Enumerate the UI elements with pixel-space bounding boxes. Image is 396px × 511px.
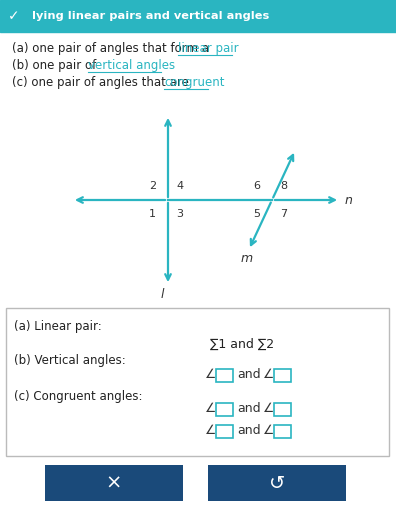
Text: ✓: ✓: [8, 9, 20, 23]
Text: vertical angles: vertical angles: [88, 59, 175, 72]
Text: 3: 3: [176, 209, 183, 219]
Text: 7: 7: [280, 209, 287, 219]
Text: 5: 5: [253, 209, 260, 219]
Text: ∠: ∠: [205, 368, 216, 381]
Text: ∠: ∠: [205, 424, 216, 437]
Text: (c) Congruent angles:: (c) Congruent angles:: [14, 390, 143, 403]
Bar: [274, 425, 291, 438]
Bar: [216, 403, 233, 416]
Text: ∠: ∠: [263, 368, 274, 381]
Bar: [0, 0, 396, 32]
Text: (c) one pair of angles that are: (c) one pair of angles that are: [12, 76, 192, 89]
Text: ↺: ↺: [269, 474, 285, 493]
Text: ∠: ∠: [205, 402, 216, 415]
Bar: [274, 369, 291, 382]
Text: and: and: [237, 402, 261, 415]
Text: (b) Vertical angles:: (b) Vertical angles:: [14, 354, 126, 367]
Bar: [216, 425, 233, 438]
Text: 6: 6: [253, 181, 260, 191]
Text: ∠: ∠: [263, 424, 274, 437]
Text: lying linear pairs and vertical angles: lying linear pairs and vertical angles: [32, 11, 269, 21]
Text: n: n: [345, 194, 353, 206]
Text: 2: 2: [149, 181, 156, 191]
Bar: [45, 465, 183, 501]
Text: and: and: [237, 424, 261, 437]
Text: ×: ×: [106, 474, 122, 493]
Text: (a) one pair of angles that form a: (a) one pair of angles that form a: [12, 42, 213, 55]
Text: linear pair: linear pair: [178, 42, 239, 55]
Text: m: m: [241, 252, 253, 265]
Text: l: l: [160, 288, 164, 301]
Text: and: and: [237, 368, 261, 381]
Bar: [216, 369, 233, 382]
Text: 1: 1: [149, 209, 156, 219]
Text: (b) one pair of: (b) one pair of: [12, 59, 100, 72]
Text: ∑1 and ∑2: ∑1 and ∑2: [210, 338, 274, 351]
Text: (a) Linear pair:: (a) Linear pair:: [14, 320, 102, 333]
Text: congruent: congruent: [164, 76, 225, 89]
Bar: [208, 465, 346, 501]
Text: ∠: ∠: [263, 402, 274, 415]
Text: 8: 8: [280, 181, 287, 191]
Text: 4: 4: [176, 181, 183, 191]
Bar: [6, 308, 389, 456]
Bar: [274, 403, 291, 416]
